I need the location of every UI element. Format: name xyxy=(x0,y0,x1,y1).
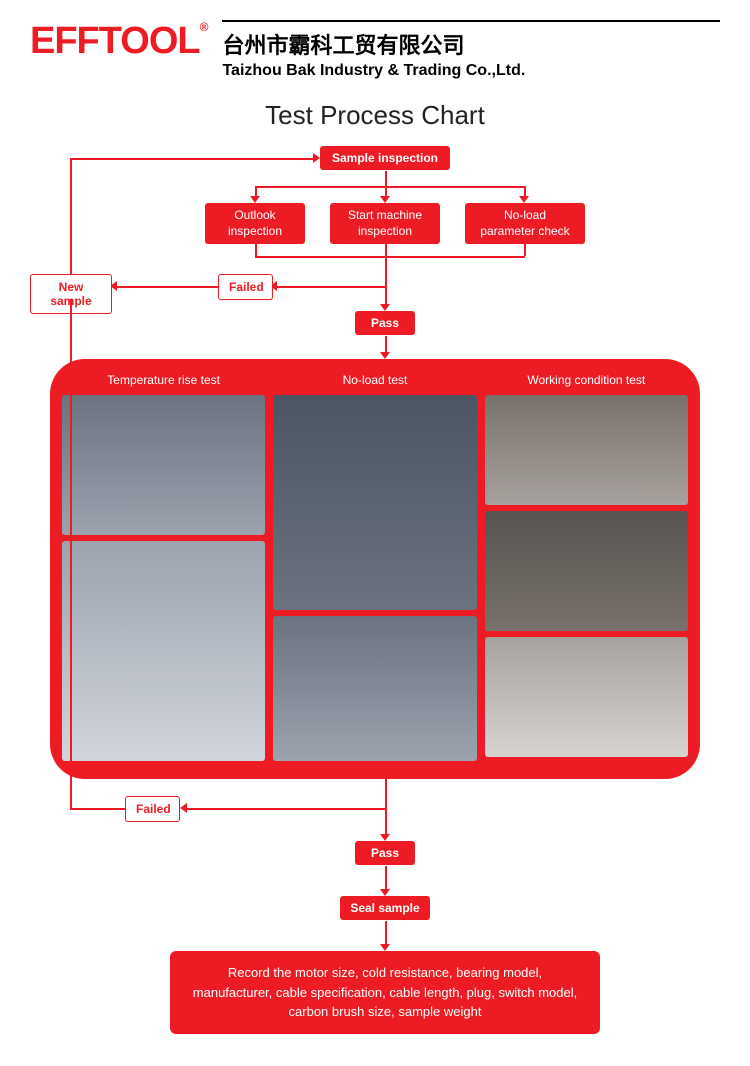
arrow-icon xyxy=(519,196,529,203)
connector xyxy=(524,243,526,256)
arrow-icon xyxy=(380,352,390,359)
test-image xyxy=(485,395,688,505)
arrow-icon xyxy=(380,944,390,951)
test-image xyxy=(273,616,476,761)
connector xyxy=(385,171,387,186)
company-en: Taizhou Bak Industry & Trading Co.,Ltd. xyxy=(222,62,720,80)
company-block: 台州市霸科工贸有限公司 Taizhou Bak Industry & Tradi… xyxy=(222,20,720,80)
test-col-2: No-load test xyxy=(273,371,476,761)
connector xyxy=(385,866,387,891)
arrow-icon xyxy=(380,889,390,896)
arrow-icon xyxy=(250,196,260,203)
connector xyxy=(185,808,385,810)
connector xyxy=(70,808,125,810)
node-start-machine: Start machine inspection xyxy=(330,203,440,244)
connector xyxy=(385,779,387,809)
chart-title: Test Process Chart xyxy=(30,100,720,131)
node-seal: Seal sample xyxy=(340,896,430,920)
col-title-noload: No-load test xyxy=(273,371,476,389)
logo: EFFTOOL® xyxy=(30,20,207,63)
node-sample-inspection: Sample inspection xyxy=(320,146,450,170)
company-cn: 台州市霸科工贸有限公司 xyxy=(222,28,720,60)
col-title-temp: Temperature rise test xyxy=(62,371,265,389)
test-panel: Temperature rise test No-load test Worki… xyxy=(50,359,700,779)
connector xyxy=(255,186,525,188)
logo-reg: ® xyxy=(200,20,208,34)
test-image xyxy=(485,637,688,757)
test-image xyxy=(62,395,265,535)
connector xyxy=(385,274,387,306)
arrow-icon xyxy=(380,834,390,841)
connector xyxy=(275,286,385,288)
connector xyxy=(385,808,387,836)
test-col-1: Temperature rise test xyxy=(62,371,265,761)
node-outlook: Outlook inspection xyxy=(205,203,305,244)
node-pass-1: Pass xyxy=(355,311,415,335)
test-image xyxy=(273,395,476,610)
col-title-working: Working condition test xyxy=(485,371,688,389)
connector xyxy=(70,299,72,809)
test-image xyxy=(62,541,265,761)
arrow-icon xyxy=(313,153,320,163)
arrow-icon xyxy=(380,304,390,311)
node-failed-1: Failed xyxy=(218,274,273,300)
node-noload-param: No-load parameter check xyxy=(465,203,585,244)
connector xyxy=(70,158,315,160)
test-grid: Temperature rise test No-load test Worki… xyxy=(62,371,688,761)
flowchart: Sample inspection Outlook inspection Sta… xyxy=(30,146,720,1046)
connector xyxy=(115,286,218,288)
test-col-3: Working condition test xyxy=(485,371,688,761)
node-pass-2: Pass xyxy=(355,841,415,865)
connector xyxy=(385,921,387,946)
node-final: Record the motor size, cold resistance, … xyxy=(170,951,600,1034)
header: EFFTOOL® 台州市霸科工贸有限公司 Taizhou Bak Industr… xyxy=(30,20,720,80)
connector xyxy=(255,243,257,256)
arrow-icon xyxy=(180,803,187,813)
logo-text: EFFTOOL xyxy=(30,20,200,62)
connector xyxy=(255,256,525,258)
connector xyxy=(385,243,387,256)
connector xyxy=(70,158,72,274)
arrow-icon xyxy=(380,196,390,203)
test-image xyxy=(485,511,688,631)
connector xyxy=(385,256,387,274)
page: EFFTOOL® 台州市霸科工贸有限公司 Taizhou Bak Industr… xyxy=(0,0,750,1066)
node-failed-2: Failed xyxy=(125,796,180,822)
